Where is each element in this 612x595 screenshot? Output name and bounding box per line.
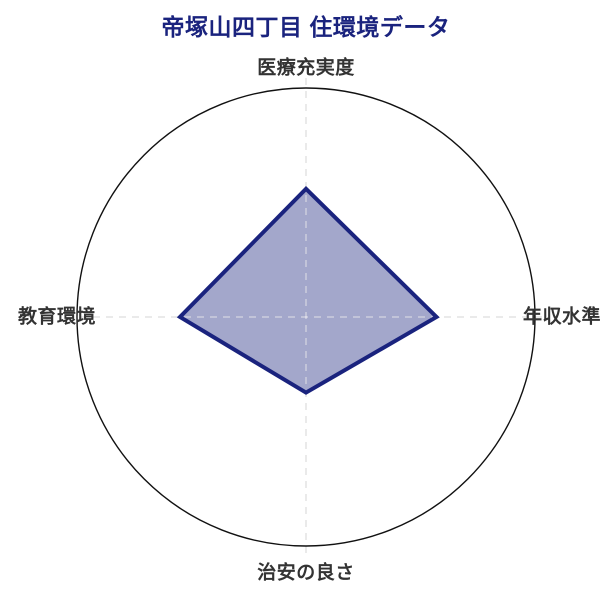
axis-label-income: 年収水準 [522,306,602,328]
axis-label-education: 教育環境 [17,306,97,328]
radar-outer-circle [76,87,536,547]
axis-label-safety: 治安の良さ [257,562,355,584]
chart-title: 帝塚山四丁目 住環境データ [161,14,451,40]
radar-series-outline [176,185,440,395]
radar-series-fill [180,188,437,393]
axis-label-medical: 医療充実度 [257,57,355,79]
